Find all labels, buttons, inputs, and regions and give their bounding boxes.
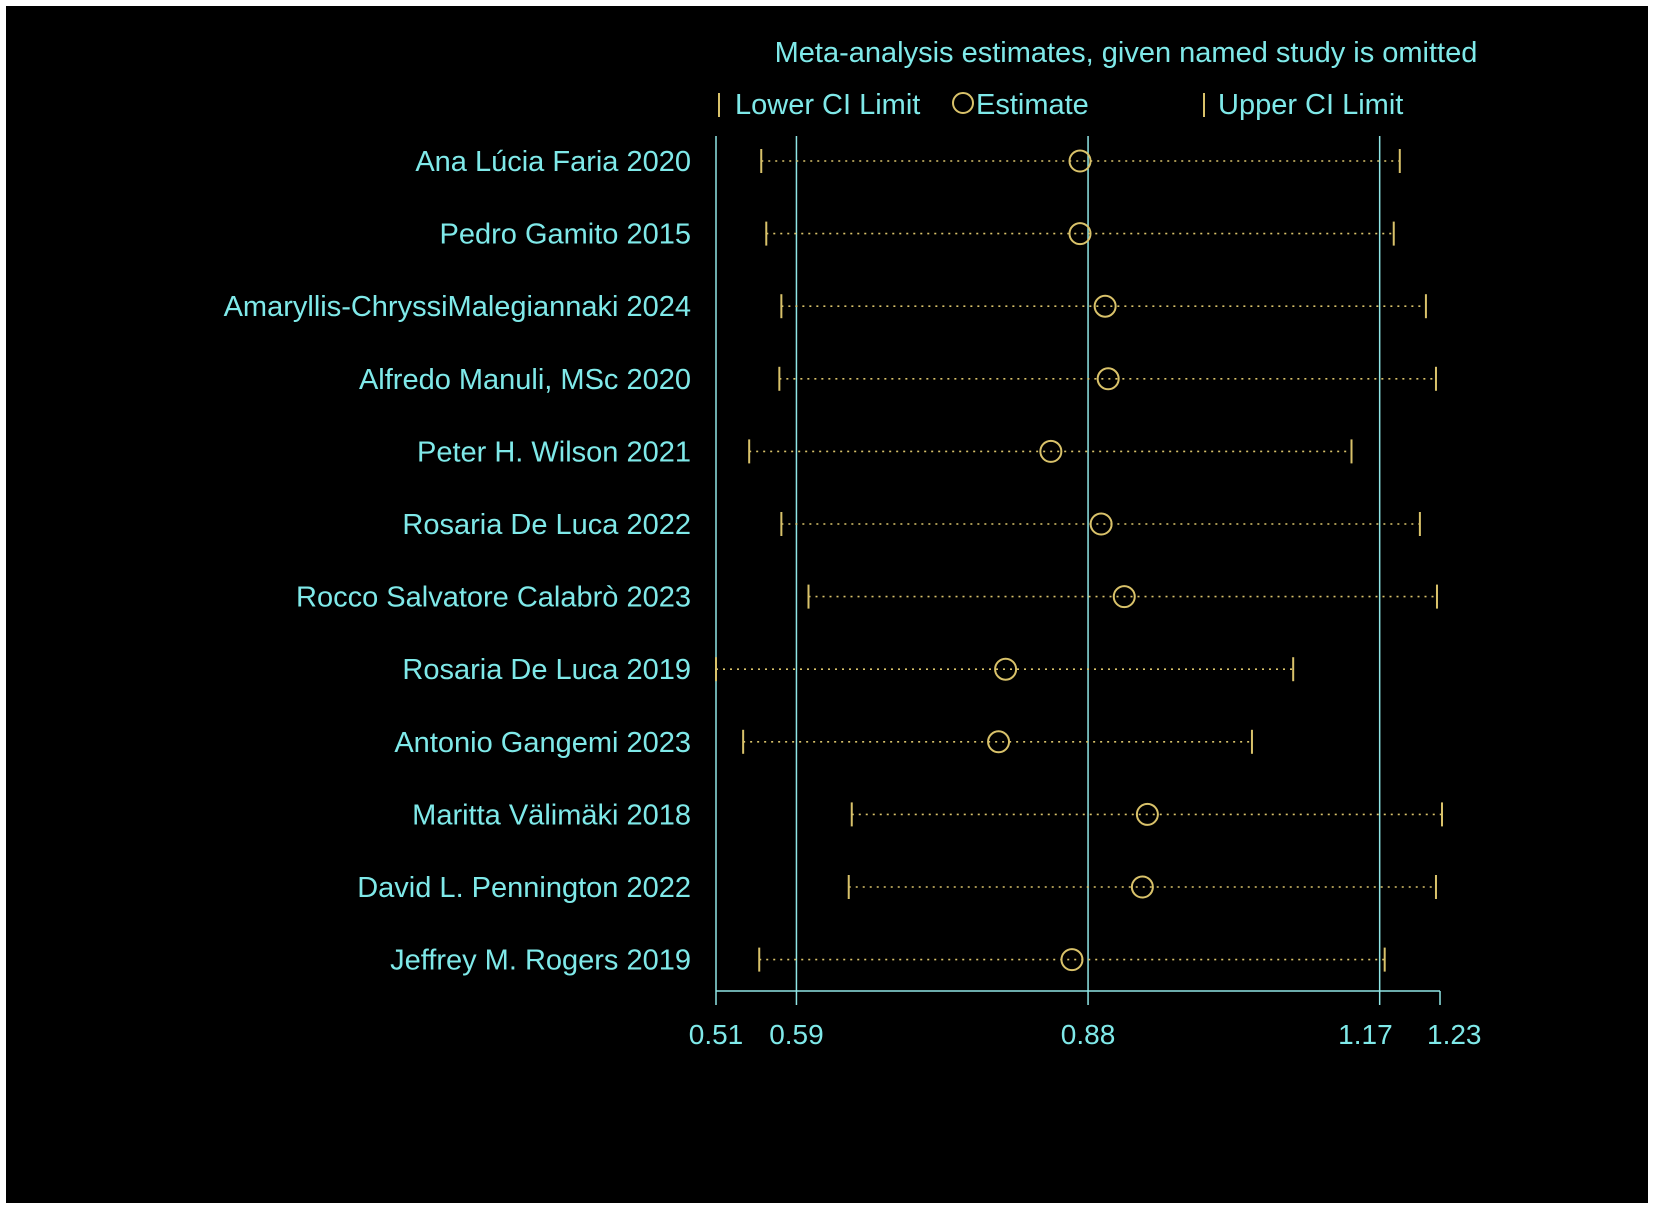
study-row: Rocco Salvatore Calabrò 2023 <box>296 582 1438 614</box>
study-label: Rocco Salvatore Calabrò 2023 <box>296 582 691 614</box>
legend-estimate-marker <box>952 92 974 114</box>
study-row: Ana Lúcia Faria 2020 <box>415 146 1401 178</box>
study-row: Alfredo Manuli, MSc 2020 <box>359 364 1437 396</box>
study-label: David L. Pennington 2022 <box>357 872 691 904</box>
x-tick-label: 0.51 <box>689 1019 744 1050</box>
study-rows: Ana Lúcia Faria 2020 Pedro Gamito 2015 Ama… <box>224 146 1444 977</box>
study-label: Rosaria De Luca 2019 <box>402 654 691 686</box>
x-axis: 0.51 0.59 0.88 1.17 1.23 <box>689 136 1482 1050</box>
study-row: Pedro Gamito 2015 <box>440 219 1395 251</box>
estimate-marker <box>1096 367 1120 391</box>
study-label: Antonio Gangemi 2023 <box>394 727 691 759</box>
legend-estimate-label: Estimate <box>976 89 1089 121</box>
legend: Lower CI Limit Estimate Upper CI Limit <box>718 89 1403 121</box>
x-tick-label: 0.59 <box>769 1019 824 1050</box>
forest-plot: Meta-analysis estimates, given named stu… <box>224 37 1482 1050</box>
study-row: Rosaria De Luca 2019 <box>402 654 1295 686</box>
study-label: Jeffrey M. Rogers 2019 <box>390 945 691 977</box>
estimate-marker <box>1068 149 1092 173</box>
study-row: Amaryllis-ChryssiMalegiannaki 2024 <box>224 291 1427 323</box>
study-label: Ana Lúcia Faria 2020 <box>415 146 691 178</box>
estimate-marker <box>1039 439 1063 463</box>
study-label: Alfredo Manuli, MSc 2020 <box>359 364 691 396</box>
study-row: Maritta Välimäki 2018 <box>412 799 1444 831</box>
estimate-marker <box>1093 294 1117 318</box>
estimate-marker <box>994 657 1018 681</box>
study-label: Rosaria De Luca 2022 <box>402 509 691 541</box>
estimate-marker <box>1130 875 1154 899</box>
study-row: Jeffrey M. Rogers 2019 <box>390 945 1386 977</box>
estimate-marker <box>1068 222 1092 246</box>
estimate-marker <box>987 730 1011 754</box>
estimate-marker <box>1112 585 1136 609</box>
estimate-marker <box>1089 512 1113 536</box>
estimate-marker <box>1135 802 1159 826</box>
study-row: Antonio Gangemi 2023 <box>394 727 1253 759</box>
study-label: Maritta Välimäki 2018 <box>412 799 691 831</box>
x-tick-label: 1.17 <box>1338 1019 1393 1050</box>
reference-lines <box>795 136 1381 991</box>
x-tick-label: 0.88 <box>1061 1019 1116 1050</box>
chart-frame: Meta-analysis estimates, given named stu… <box>6 6 1648 1203</box>
study-row: Rosaria De Luca 2022 <box>402 509 1421 541</box>
study-label: Amaryllis-ChryssiMalegiannaki 2024 <box>224 291 691 323</box>
study-label: Pedro Gamito 2015 <box>440 219 691 251</box>
legend-upper-label: Upper CI Limit <box>1218 89 1403 121</box>
study-row: Peter H. Wilson 2021 <box>417 436 1353 468</box>
chart-title: Meta-analysis estimates, given named stu… <box>775 37 1478 69</box>
x-tick-label: 1.23 <box>1427 1019 1482 1050</box>
legend-lower-label: Lower CI Limit <box>735 89 920 121</box>
estimate-marker <box>1060 948 1084 972</box>
study-label: Peter H. Wilson 2021 <box>417 436 691 468</box>
study-row: David L. Pennington 2022 <box>357 872 1437 904</box>
